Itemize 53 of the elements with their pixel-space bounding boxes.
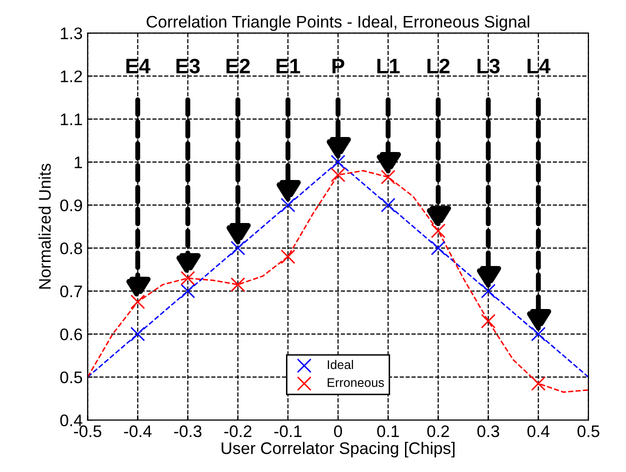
annotation: E1	[276, 58, 300, 74]
point	[330, 168, 346, 182]
legend-label: Erroneous	[328, 378, 384, 388]
y-tick-label: 0.5	[60, 371, 82, 384]
point	[230, 277, 246, 292]
x-tick-label: 0.4	[527, 425, 550, 438]
point	[280, 198, 296, 212]
annotation: L3	[478, 58, 500, 74]
x-tick-label: 0.2	[427, 425, 449, 438]
chart-title: Correlation Triangle Points - Ideal, Erroneous Signal	[146, 15, 530, 31]
y-tick-label: 1	[74, 156, 82, 168]
x-tick-label: 0.5	[578, 425, 600, 438]
y-tick-label: 1.1	[60, 114, 82, 126]
point	[330, 154, 346, 170]
y-axis-title: Normalized Units	[38, 164, 51, 289]
legend-label: Ideal	[328, 360, 353, 370]
x-tick-label: 0.3	[477, 425, 500, 438]
x-tick-label: -0.5	[74, 425, 102, 438]
x-tick-label: 0.1	[377, 425, 399, 438]
point	[380, 198, 396, 212]
x-tick-label: 0	[334, 425, 342, 438]
annotation: E2	[226, 58, 250, 74]
annotation: E4	[126, 58, 150, 74]
x-tick-label: -0.3	[174, 425, 202, 438]
point	[430, 224, 446, 238]
point	[230, 240, 246, 256]
y-tick-label: 1.2	[60, 70, 82, 82]
y-tick-label: 0.9	[60, 199, 82, 212]
x-axis-title: User Correlator Spacing [Chips]	[222, 442, 454, 458]
annotation: L4	[528, 58, 550, 74]
point	[531, 376, 546, 391]
annotation: L1	[377, 58, 400, 74]
point	[180, 270, 196, 286]
point	[380, 170, 396, 184]
point	[130, 326, 146, 342]
x-tick-label: -0.1	[274, 425, 302, 438]
point	[280, 249, 296, 264]
annotation: P	[332, 58, 344, 74]
x-tick-label: -0.4	[124, 425, 152, 438]
point	[480, 314, 496, 328]
point	[531, 326, 546, 342]
y-tick-label: 0.6	[60, 328, 82, 340]
point	[480, 284, 496, 298]
point	[430, 240, 446, 256]
annotation: L2	[427, 58, 450, 74]
point	[180, 284, 196, 298]
y-tick-label: 0.8	[60, 242, 82, 254]
y-tick-label: 0.7	[60, 285, 82, 298]
y-tick-label: 1.3	[60, 27, 82, 40]
point	[130, 294, 146, 310]
y-tick-label: 0.4	[60, 414, 82, 426]
annotation: E3	[176, 58, 200, 74]
x-tick-label: -0.2	[224, 425, 252, 438]
